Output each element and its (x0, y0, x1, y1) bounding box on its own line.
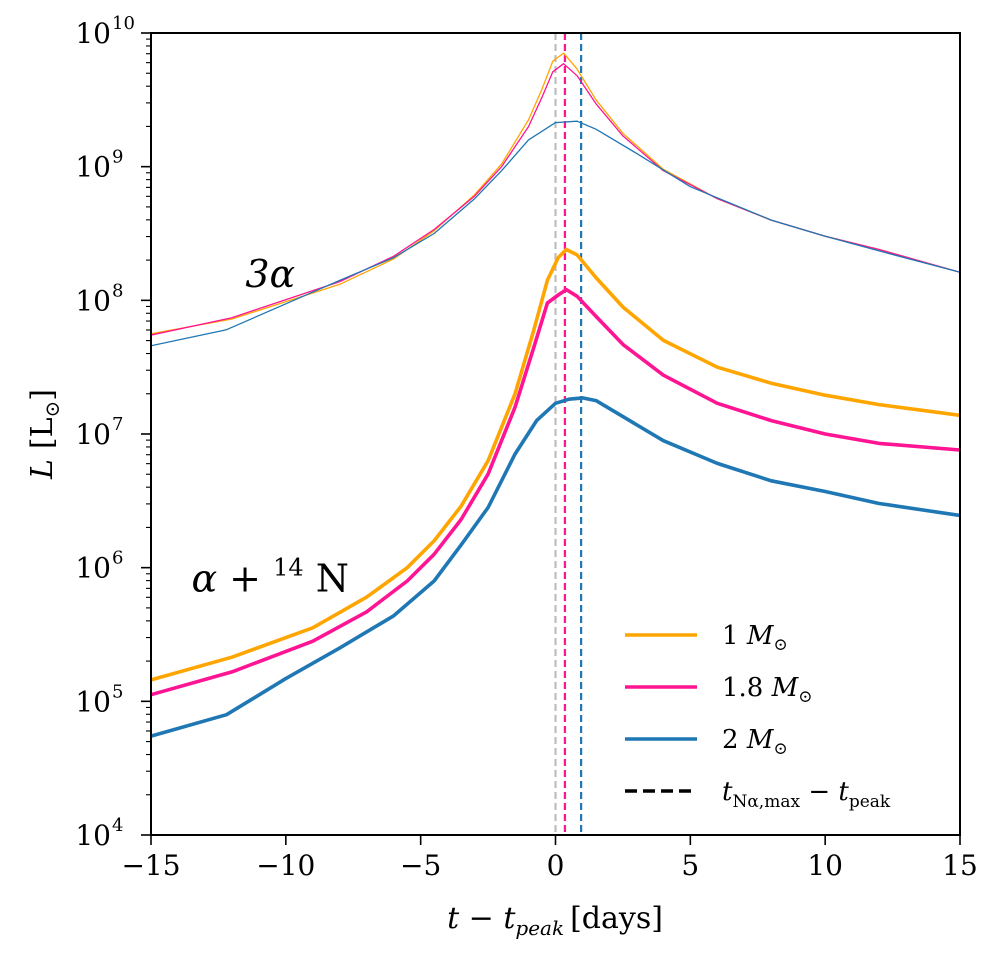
series-group (151, 52, 960, 738)
x-tick-label: 10 (807, 849, 843, 882)
x-tick-label: −10 (256, 849, 315, 882)
y-tick-exponent: 6 (112, 548, 123, 569)
y-tick-exponent: 8 (112, 280, 123, 301)
legend: 1 M⊙ 1.8 M⊙ 2 M⊙ tNα,max − tpeak (625, 621, 891, 812)
x-axis-label: t − tpeak [days] (447, 901, 663, 940)
y-tick-exponent: 4 (112, 815, 123, 836)
y-tick-label: 10 (75, 685, 111, 718)
y-tick-label: 10 (75, 819, 111, 852)
x-tick-label: −5 (400, 849, 441, 882)
legend-label: 1.8 M⊙ (722, 673, 813, 707)
series-line (151, 396, 960, 738)
y-tick-label: 10 (75, 284, 111, 317)
y-tick-label: 10 (75, 552, 111, 585)
series-line (151, 287, 960, 697)
series-line (151, 120, 960, 347)
legend-label: 1 M⊙ (722, 621, 788, 655)
y-tick-exponent: 7 (112, 414, 123, 435)
x-axis-ticks: −15 −10 −5 0 5 10 15 (121, 835, 978, 882)
y-tick-exponent: 10 (112, 13, 135, 34)
x-tick-label: 0 (547, 849, 565, 882)
y-tick-exponent: 9 (112, 147, 123, 168)
y-tick-label: 10 (75, 151, 111, 184)
y-tick-exponent: 5 (112, 681, 123, 702)
x-tick-label: −15 (121, 849, 180, 882)
legend-label-dashed: tNα,max − tpeak (722, 777, 891, 812)
peak-lines-group (554, 33, 583, 835)
y-tick-label: 10 (75, 17, 111, 50)
legend-label: 2 M⊙ (722, 725, 788, 759)
y-tick-label: 10 (75, 418, 111, 451)
plot-area (151, 33, 960, 835)
annotation-alpha-n14: α + 14 N (191, 554, 349, 601)
x-tick-label: 5 (681, 849, 699, 882)
series-line (151, 247, 960, 682)
x-tick-label: 15 (942, 849, 978, 882)
annotation-triple-alpha: 3α (245, 252, 295, 296)
y-axis-label: L[L⊙] (25, 389, 64, 480)
